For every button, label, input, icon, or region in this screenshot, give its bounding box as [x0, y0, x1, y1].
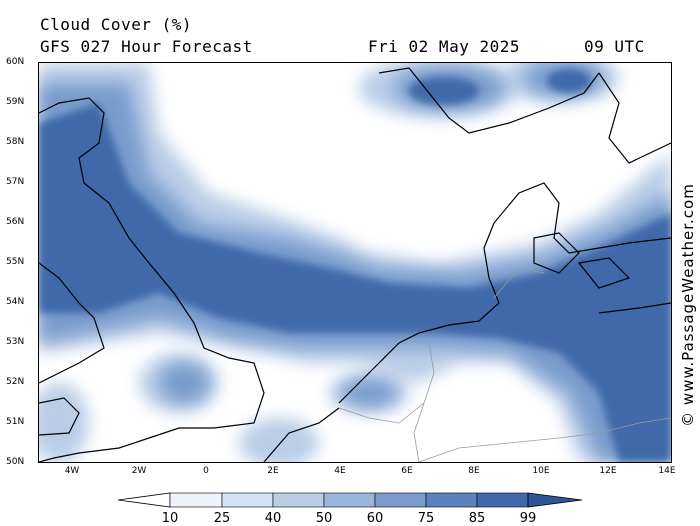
lat-label: 51N	[6, 417, 25, 427]
forecast-time: 09 UTC	[584, 37, 645, 56]
lat-label: 60N	[6, 57, 25, 67]
legend-swatch	[272, 492, 325, 508]
legend-level: 75	[417, 511, 435, 526]
legend-swatch	[221, 492, 274, 508]
lon-label: 6E	[401, 466, 413, 476]
legend-swatch	[425, 492, 478, 508]
lon-label: 4W	[64, 466, 80, 476]
lon-label: 2E	[267, 466, 279, 476]
color-scale-bar	[118, 492, 582, 508]
legend-level: 60	[366, 511, 384, 526]
coastlines	[39, 67, 671, 462]
lon-label: 12E	[599, 466, 617, 476]
legend-swatch	[169, 492, 223, 508]
lat-label: 54N	[6, 297, 25, 307]
cloud-field-medium	[39, 63, 671, 462]
legend-level: 50	[315, 511, 333, 526]
map-canvas	[39, 63, 671, 462]
lat-label: 50N	[6, 457, 25, 467]
watermark: © www.PassageWeather.com	[678, 150, 698, 460]
lon-label: 14E	[658, 466, 676, 476]
legend-swatch	[374, 492, 427, 508]
lon-label: 0	[203, 466, 209, 476]
legend-high-arrow	[527, 492, 582, 508]
lon-label: 4E	[334, 466, 346, 476]
legend-swatch	[476, 492, 529, 508]
legend-level: 10	[161, 511, 179, 526]
lat-label: 56N	[6, 217, 25, 227]
legend-level: 25	[213, 511, 231, 526]
legend-low-arrow	[118, 492, 171, 508]
watermark-text: © www.PassageWeather.com	[679, 183, 697, 427]
model-run: GFS 027 Hour Forecast	[40, 37, 253, 56]
lat-label: 52N	[6, 377, 25, 387]
cloud-field-dense	[39, 69, 671, 462]
legend-swatch	[323, 492, 376, 508]
lat-label: 57N	[6, 177, 25, 187]
map-title: Cloud Cover (%)	[40, 15, 192, 34]
cloud-cover-map	[38, 62, 672, 463]
lon-label: 8E	[468, 466, 480, 476]
legend-level: 85	[468, 511, 486, 526]
legend-level: 40	[264, 511, 282, 526]
country-borders	[338, 267, 671, 462]
legend-level: 99	[519, 511, 537, 526]
lon-label: 2W	[131, 466, 147, 476]
lat-label: 53N	[6, 337, 25, 347]
lat-label: 55N	[6, 257, 25, 267]
lon-label: 10E	[532, 466, 550, 476]
lat-label: 58N	[6, 137, 25, 147]
forecast-date: Fri 02 May 2025	[368, 37, 520, 56]
lat-label: 59N	[6, 97, 25, 107]
